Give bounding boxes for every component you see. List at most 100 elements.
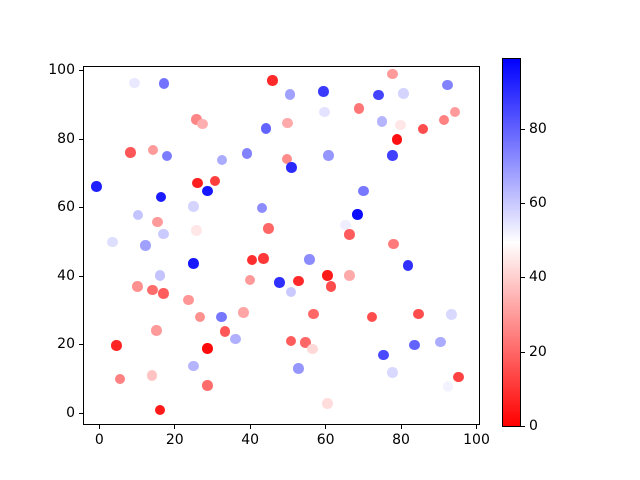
scatter-point [402, 260, 414, 272]
x-tick-mark [98, 425, 100, 429]
x-tick-mark [325, 425, 327, 429]
scatter-point [267, 75, 278, 86]
scatter-point [111, 340, 122, 351]
y-tick-mark [79, 70, 83, 72]
scatter-point [194, 311, 206, 323]
scatter-point [293, 362, 304, 374]
scatter-point [161, 150, 173, 162]
scatter-point [155, 191, 167, 203]
y-tick-mark [79, 138, 83, 140]
x-tick-label: 60 [316, 432, 335, 448]
scatter-point [152, 216, 163, 228]
colorbar-tick-label: 80 [529, 120, 547, 137]
scatter-point [246, 254, 258, 266]
scatter-point [442, 79, 453, 91]
scatter-point [398, 88, 409, 99]
y-tick-label: 100 [48, 62, 75, 79]
x-tick-mark [249, 425, 251, 429]
y-tick-label: 40 [57, 267, 75, 284]
scatter-point [154, 270, 166, 281]
scatter-point [308, 308, 319, 320]
scatter-point [344, 270, 355, 281]
scatter-point [325, 281, 337, 292]
scatter-point [191, 225, 202, 237]
y-tick-label: 80 [57, 130, 75, 147]
scatter-point [340, 219, 351, 231]
scatter-point [388, 238, 399, 250]
scatter-point [260, 122, 272, 134]
colorbar-tick-mark [521, 351, 525, 353]
scatter-point [282, 117, 293, 129]
scatter-point [387, 367, 399, 378]
y-tick-label: 0 [66, 405, 75, 421]
scatter-point [151, 325, 162, 336]
scatter-point [395, 119, 406, 131]
scatter-point [91, 181, 102, 192]
scatter-point [132, 209, 144, 221]
scatter-point [230, 333, 241, 345]
scatter-point [202, 343, 213, 354]
scatter-point [187, 201, 199, 213]
y-tick-mark [79, 207, 83, 209]
y-tick-mark [79, 413, 83, 414]
scatter-point [322, 150, 334, 161]
colorbar [502, 57, 521, 427]
x-tick-mark [400, 425, 402, 429]
scatter-point [262, 223, 274, 234]
scatter-point [413, 308, 424, 320]
scatter-point [190, 114, 202, 125]
scatter-point [158, 78, 170, 90]
scatter-point [358, 185, 369, 197]
scatter-point [147, 284, 158, 296]
scatter-point [216, 311, 227, 323]
scatter-point [129, 77, 140, 89]
scatter-point [435, 336, 446, 348]
scatter-point [244, 274, 256, 286]
colorbar-tick-label: 40 [529, 269, 547, 286]
scatter-point [238, 307, 249, 318]
colorbar-tick-mark [521, 128, 525, 130]
scatter-point [274, 276, 285, 288]
scatter-point [241, 148, 253, 159]
x-tick-mark [476, 425, 477, 429]
scatter-point [376, 116, 388, 127]
scatter-point [322, 397, 333, 409]
scatter-point [158, 288, 169, 299]
scatter-point [285, 162, 297, 173]
scatter-point [146, 370, 158, 382]
colorbar-tick-label: 0 [529, 418, 538, 435]
scatter-point [140, 240, 151, 251]
scatter-point [202, 380, 213, 392]
scatter-point [322, 270, 333, 281]
scatter-point [281, 153, 293, 165]
scatter-point [319, 106, 330, 118]
scatter-point [387, 150, 398, 161]
y-tick-label: 20 [57, 336, 75, 353]
x-tick-label: 100 [463, 432, 490, 448]
scatter-point [192, 177, 203, 189]
y-tick-mark [79, 344, 83, 346]
scatter-point [183, 294, 194, 306]
scatter-point [132, 281, 144, 292]
scatter-point [125, 147, 136, 158]
x-tick-label: 80 [392, 432, 410, 448]
y-tick-mark [79, 275, 83, 277]
scatter-point [387, 68, 398, 80]
scatter-point [442, 381, 454, 393]
scatter-point [285, 286, 297, 298]
scatter-point [304, 253, 315, 265]
scatter-point [209, 175, 221, 187]
colorbar-tick-label: 20 [529, 343, 547, 360]
scatter-point [366, 311, 378, 323]
scatter-point [202, 185, 213, 197]
scatter-point [154, 404, 166, 416]
scatter-point [300, 337, 311, 348]
scatter-point [188, 258, 199, 269]
scatter-point [158, 228, 169, 240]
x-tick-label: 0 [94, 432, 104, 448]
scatter-point [187, 360, 199, 372]
scatter-point [353, 103, 365, 115]
scatter-point [449, 106, 461, 118]
scatter-point [114, 373, 126, 385]
